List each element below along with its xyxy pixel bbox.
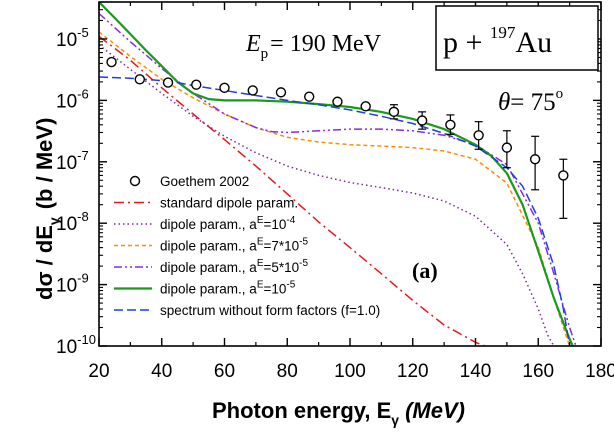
x-tick-labels: 20 40 60 80 100 120 140 160 180 bbox=[88, 361, 614, 382]
x-tick-label: 100 bbox=[334, 361, 366, 382]
legend-label-experiment: Goethem 2002 bbox=[160, 174, 249, 189]
data-point bbox=[445, 119, 456, 131]
y-tick-labels: 10-10 10-9 10-8 10-7 10-6 10-5 bbox=[56, 25, 96, 358]
legend-marker-experiment bbox=[129, 175, 141, 187]
data-point bbox=[247, 85, 258, 96]
data-point bbox=[558, 170, 569, 181]
x-tick-label: 40 bbox=[151, 361, 172, 382]
experiment-points bbox=[106, 56, 569, 219]
y-axis-title: dσ / dEγ(b / MeV) bbox=[32, 118, 62, 300]
data-point bbox=[162, 77, 174, 88]
data-point bbox=[529, 154, 541, 165]
x-tick-label: 80 bbox=[277, 361, 298, 382]
x-tick-label: 120 bbox=[397, 361, 429, 382]
panel-label: (a) bbox=[412, 258, 438, 283]
data-point bbox=[106, 56, 117, 68]
data-point bbox=[388, 106, 400, 118]
angle-annotation: θ= 75o bbox=[498, 86, 563, 116]
data-point bbox=[360, 101, 371, 112]
y-tick-label: 10-9 bbox=[56, 271, 89, 297]
x-tick-label: 20 bbox=[88, 361, 109, 382]
data-point bbox=[191, 79, 202, 90]
legend-label-3: dipole param., aE=7*10-5 bbox=[160, 237, 308, 254]
series-line-1 bbox=[99, 35, 486, 346]
data-point bbox=[473, 130, 484, 141]
y-tick-label: 10-10 bbox=[56, 332, 96, 358]
data-point bbox=[332, 96, 343, 107]
x-tick-label: 160 bbox=[522, 361, 554, 382]
y-tick-label: 10-7 bbox=[56, 148, 89, 174]
data-point bbox=[501, 142, 513, 153]
x-tick-label: 140 bbox=[460, 361, 492, 382]
x-tick-label: 180 bbox=[585, 361, 614, 382]
data-point bbox=[134, 74, 145, 85]
data-point bbox=[416, 115, 428, 126]
legend-label-1: standard dipole param. bbox=[160, 196, 298, 211]
y-tick-label: 10-8 bbox=[56, 209, 89, 235]
y-tick-label: 10-5 bbox=[56, 25, 89, 51]
x-tick-label: 60 bbox=[214, 361, 235, 382]
data-point bbox=[219, 82, 230, 94]
legend-label-4: dipole param., aE=5*10-5 bbox=[160, 258, 308, 275]
legend: Goethem 2002 standard dipole param. dipole… bbox=[114, 174, 380, 318]
series-line-4 bbox=[99, 12, 577, 346]
reaction-box bbox=[435, 5, 599, 71]
x-axis-title: Photon energy, Eγ (MeV) bbox=[212, 398, 465, 428]
legend-label-5: dipole param., aE=10-5 bbox=[160, 280, 296, 297]
reaction-label: p + 197Au bbox=[443, 23, 552, 59]
legend-label-6: spectrum without form factors (f=1.0) bbox=[160, 303, 380, 318]
data-point bbox=[304, 91, 315, 102]
series-line-6 bbox=[99, 76, 571, 346]
legend-label-2: dipole param., aE=10-4 bbox=[160, 215, 296, 232]
beam-energy-annotation: Ep= 190 MeV bbox=[245, 31, 382, 62]
data-point bbox=[275, 87, 287, 98]
y-tick-label: 10-6 bbox=[56, 86, 89, 112]
